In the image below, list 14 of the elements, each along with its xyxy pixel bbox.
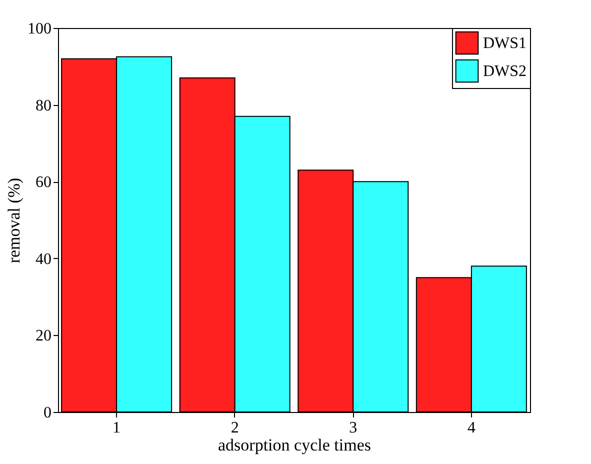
y-axis-title: removal (%) (4, 178, 24, 264)
y-tick-label: 100 (28, 20, 52, 38)
x-tick-label: 1 (112, 420, 121, 436)
x-tick-label: 4 (467, 420, 476, 436)
y-tick-label: 0 (44, 404, 52, 422)
legend-label: DWS1 (483, 35, 527, 52)
y-tick-label: 20 (36, 328, 52, 345)
y-tick-label: 80 (36, 97, 52, 114)
x-axis-title: adsorption cycle times (218, 436, 371, 454)
y-tick-label: 40 (36, 250, 52, 268)
y-tick-label: 60 (36, 174, 52, 192)
x-tick-label: 3 (349, 420, 358, 436)
legend-label: DWS2 (483, 63, 527, 80)
x-tick-label: 2 (230, 420, 239, 436)
